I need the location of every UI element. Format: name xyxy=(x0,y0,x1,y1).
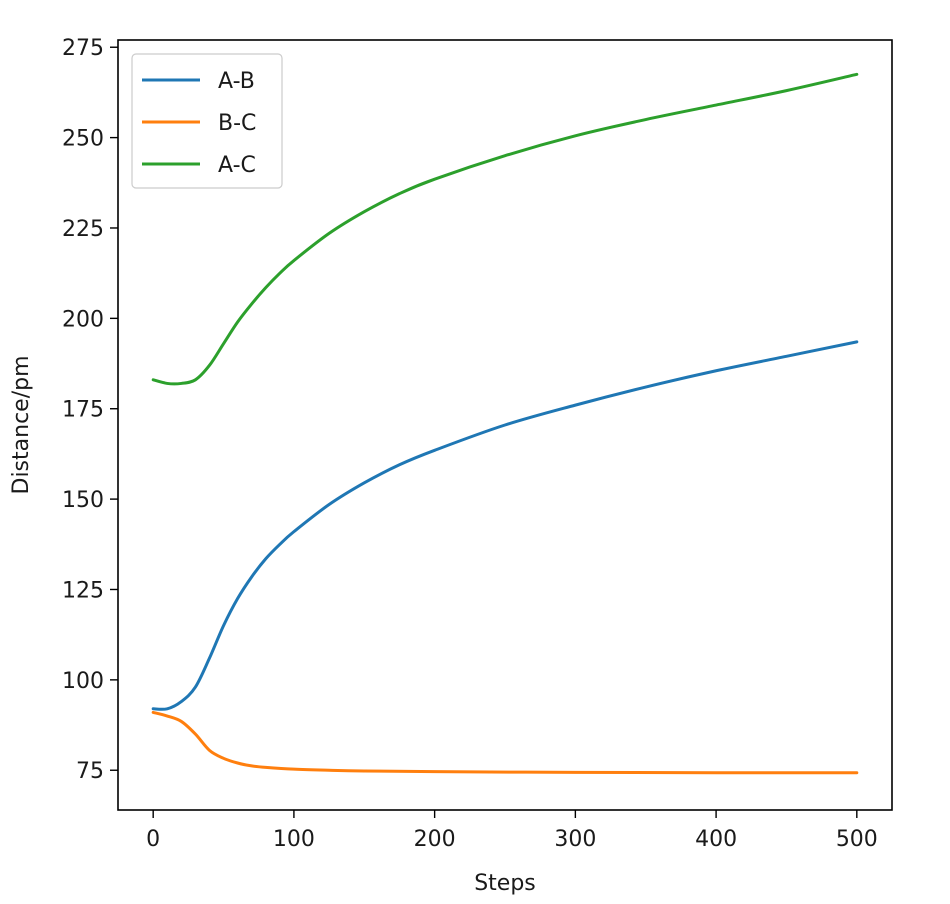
y-tick-label: 100 xyxy=(62,669,104,694)
y-tick-label: 250 xyxy=(62,127,104,152)
legend-label-a-c: A-C xyxy=(218,153,256,178)
y-tick-label: 125 xyxy=(62,578,104,603)
series-line-a-b xyxy=(151,340,859,711)
series-lines xyxy=(151,72,859,775)
y-tick-label: 275 xyxy=(62,36,104,61)
axis-ticks: 0 100 200 300 400 500 75 100 125 150 175 200 225 250 2… xyxy=(62,36,878,852)
y-tick-label: 175 xyxy=(62,398,104,423)
x-tick-label: 200 xyxy=(414,827,456,852)
x-tick-label: 300 xyxy=(554,827,596,852)
x-tick-label: 500 xyxy=(836,827,878,852)
series-line-b-c xyxy=(151,710,859,775)
legend-label-b-c: B-C xyxy=(218,111,256,136)
x-tick-label: 0 xyxy=(146,827,160,852)
y-tick-label: 150 xyxy=(62,488,104,513)
y-tick-label: 225 xyxy=(62,217,104,242)
plot-frame xyxy=(117,39,893,811)
y-tick-label: 75 xyxy=(76,759,104,784)
x-axis-label: Steps xyxy=(474,871,536,896)
legend-box xyxy=(131,53,283,189)
x-tick-label: 400 xyxy=(695,827,737,852)
series-line-a-c xyxy=(151,72,859,386)
legend: A-B B-C A-C xyxy=(131,53,283,189)
y-axis-label: Distance/pm xyxy=(9,355,34,494)
x-tick-label: 100 xyxy=(273,827,315,852)
y-tick-label: 200 xyxy=(62,307,104,332)
legend-label-a-b: A-B xyxy=(218,69,255,94)
